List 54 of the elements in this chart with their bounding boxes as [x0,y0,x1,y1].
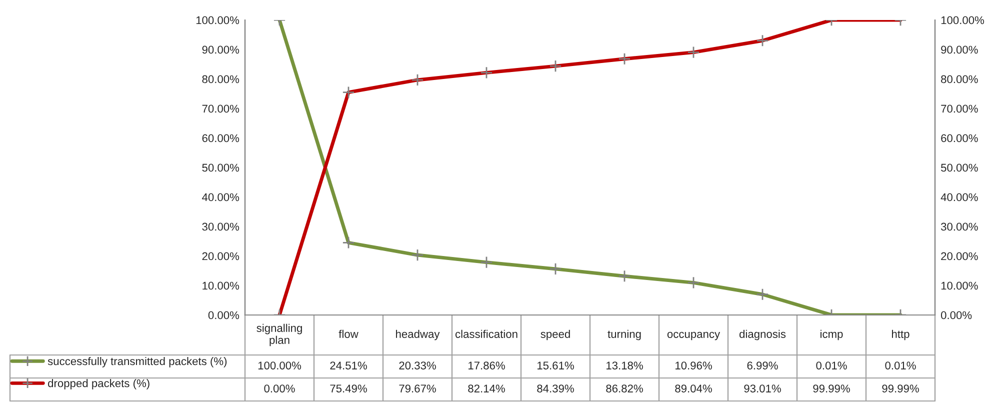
x-tick-label: signalling plan [256,324,302,346]
data-label: 10.96% [676,362,712,370]
y2-tick-label: 40.00% [940,193,978,202]
x-tick-label: diagnosis [739,330,786,340]
data-label: 79.67% [399,384,436,392]
data-label: 0.01% [816,362,847,370]
data-label: 13.18% [606,362,643,370]
y-tick-label: 40.00% [202,193,240,202]
x-tick-label: flow [338,330,358,338]
x-tick-label: turning [608,330,641,340]
y-tick-label: 30.00% [202,222,240,231]
x-tick-label: http [892,330,910,340]
y2-tick-label: 0.00% [940,311,972,320]
data-label: 24.51% [330,362,367,370]
y2-tick-label: 70.00% [941,104,978,113]
y2-tick-label: 30.00% [940,222,978,231]
data-label: 93.01% [744,384,781,392]
data-label: 15.61% [538,362,574,370]
y-tick-label: 0.00% [208,311,240,320]
y2-tick-label: 10.00% [941,282,978,290]
data-label: 99.99% [882,384,919,392]
y2-tick-label: 50.00% [941,164,978,172]
data-label: 82.14% [468,384,505,392]
y-tick-label: 60.00% [202,134,240,142]
y-tick-label: 100.00% [196,16,240,24]
y2-tick-label: 80.00% [941,75,978,84]
y2-tick-label: 60.00% [941,134,978,142]
data-label: 0.01% [885,362,916,370]
data-label: 89.04% [675,384,712,392]
data-label: 99.99% [813,384,850,392]
x-tick-label: occupancy [667,332,720,340]
y-tick-label: 90.00% [202,46,240,54]
data-label: 84.39% [537,384,574,392]
data-label: 20.33% [399,362,436,370]
y-tick-label: 20.00% [202,252,240,260]
y2-tick-label: 90.00% [941,46,978,54]
x-tick-label: headway [396,330,440,340]
legend-label: dropped packets (%) [48,379,150,390]
y-tick-label: 50.00% [202,164,240,172]
x-tick-label: icmp [820,330,843,340]
y2-tick-label: 100.00% [941,16,984,24]
x-tick-label: classification [455,330,518,338]
data-label: 6.99% [747,362,778,370]
y-tick-label: 10.00% [202,282,240,290]
data-label: 0.00% [264,384,295,392]
y-tick-label: 80.00% [202,75,240,84]
y-tick-label: 70.00% [202,104,240,113]
y2-tick-label: 20.00% [941,252,978,260]
legend-label: successfully transmitted packets (%) [48,357,227,368]
data-label: 100.00% [258,362,302,370]
data-label: 17.86% [468,362,505,370]
data-label: 75.49% [330,384,367,392]
x-tick-label: speed [540,330,570,340]
data-label: 86.82% [606,384,643,392]
